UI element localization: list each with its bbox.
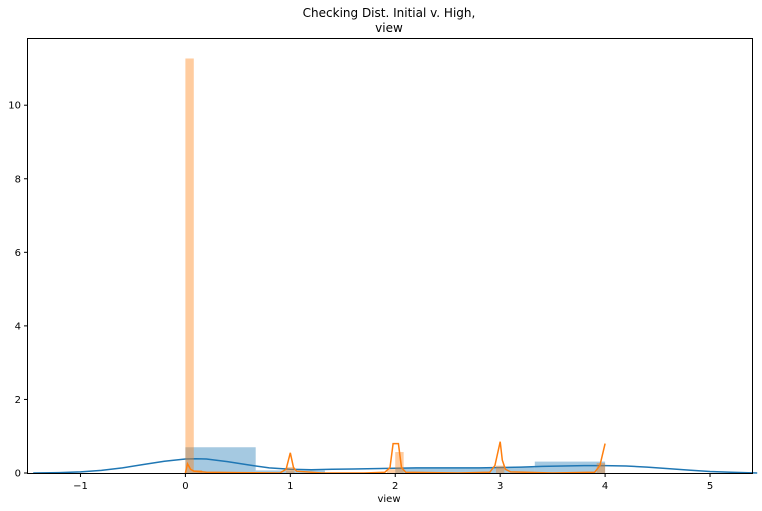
y-tick-label: 4 — [15, 321, 21, 332]
y-tick-label: 0 — [15, 469, 21, 480]
x-tick-label: −1 — [73, 481, 88, 492]
y-tick-label: 2 — [15, 395, 21, 406]
x-tick-label: 5 — [707, 481, 713, 492]
y-axis-ticks: 0 2 4 6 8 10 — [8, 101, 28, 480]
x-tick-label: 1 — [287, 481, 293, 492]
series-4-density-line — [184, 441, 606, 474]
series-1-bar-2 — [255, 470, 325, 473]
axes-frame — [27, 38, 753, 474]
series-1-bar-5 — [465, 467, 535, 473]
series-3-bar-7 — [596, 463, 606, 473]
series-3-bar-6 — [495, 465, 505, 473]
series-3-bar-5 — [395, 452, 404, 473]
chart-title-line-1: Checking Dist. Initial v. High, — [303, 6, 476, 20]
x-tick-label: 3 — [497, 481, 503, 492]
series-1-bar-6 — [534, 461, 606, 473]
series-3-bar-1 — [185, 58, 194, 473]
series-1-bar-4 — [395, 467, 466, 473]
chart-title-line-2: view — [375, 21, 403, 35]
series-3-bar-3 — [286, 467, 295, 473]
series-3-bar-4 — [386, 469, 396, 473]
x-axis-ticks: −1 0 1 2 3 4 5 — [73, 473, 713, 492]
x-axis-label: view — [377, 494, 400, 505]
plot-area — [33, 58, 758, 474]
y-tick-label: 8 — [15, 174, 21, 185]
x-tick-label: 4 — [602, 481, 608, 492]
x-tick-label: 0 — [182, 481, 188, 492]
x-tick-label: 2 — [392, 481, 398, 492]
y-tick-label: 6 — [15, 248, 21, 259]
series-2-density-line — [33, 457, 758, 474]
y-tick-label: 10 — [8, 101, 21, 112]
